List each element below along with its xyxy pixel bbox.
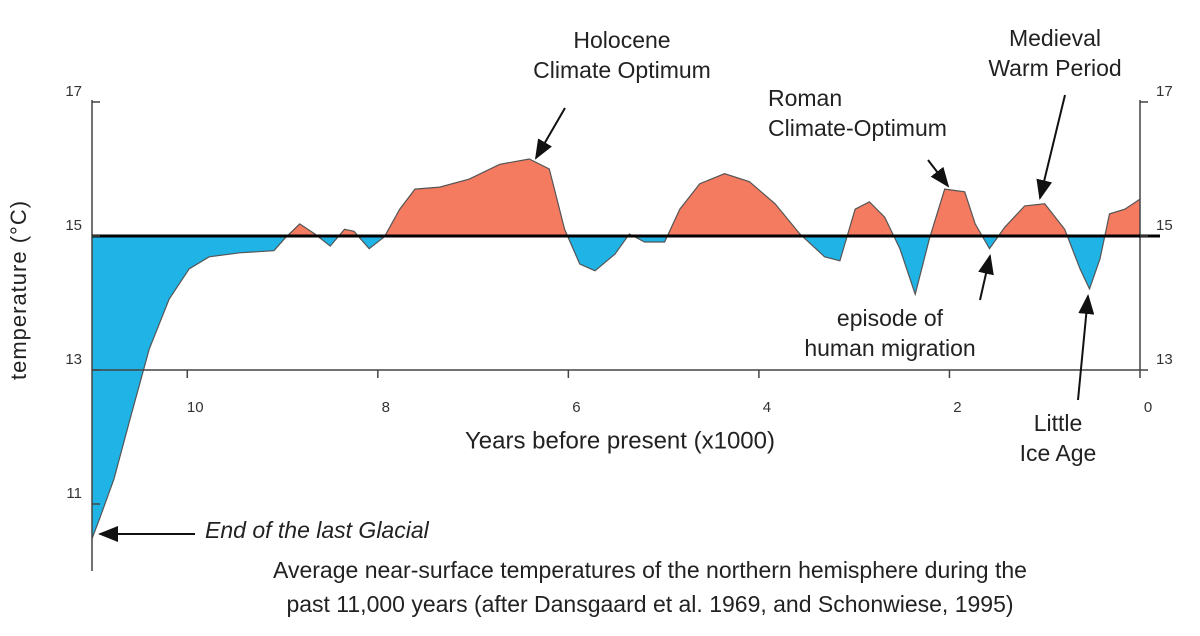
annotation-arrow (927, 159, 950, 188)
y2-tick-label: 17 (1156, 83, 1173, 100)
annotation-arrow (978, 254, 994, 301)
y2-tick-label: 13 (1156, 351, 1173, 368)
annotation-arrow (1036, 94, 1066, 200)
annotation: Ice Age (1020, 440, 1097, 466)
annotation: human migration (804, 335, 975, 361)
annotation: Warm Period (988, 55, 1121, 81)
annotation: End of the last Glacial (205, 517, 430, 543)
annotation: episode of (837, 305, 944, 331)
annotation: Little (1034, 410, 1083, 436)
x-tick-label: 8 (382, 399, 390, 416)
x-tick-label: 4 (763, 399, 771, 416)
y2-tick-label: 15 (1156, 217, 1173, 234)
caption: Average near-surface temperatures of the… (273, 557, 1027, 583)
y-axis-label: temperature (°C) (6, 200, 31, 380)
x-axis-label: Years before present (x1000) (465, 427, 775, 454)
annotation: Holocene (573, 27, 670, 53)
x-tick-label: 10 (187, 399, 204, 416)
annotation: Medieval (1009, 25, 1101, 51)
annotation: Climate-Optimum (768, 115, 947, 141)
x-tick-label: 6 (572, 399, 580, 416)
x-tick-label: 0 (1144, 399, 1152, 416)
y-tick-label: 15 (65, 217, 82, 234)
y-tick-label: 17 (65, 83, 82, 100)
y-tick-label: 11 (66, 485, 82, 502)
annotation: Climate Optimum (533, 57, 711, 83)
temperature-line (91, 158, 1141, 540)
cold-area (92, 236, 1140, 539)
warm-area (92, 159, 1140, 236)
y-tick-label: 13 (65, 351, 82, 368)
caption: past 11,000 years (after Dansgaard et al… (286, 591, 1013, 617)
annotation-arrow (534, 107, 566, 160)
annotation: Roman (768, 85, 842, 111)
x-tick-label: 2 (953, 399, 961, 416)
annotation-arrow (1077, 294, 1095, 401)
